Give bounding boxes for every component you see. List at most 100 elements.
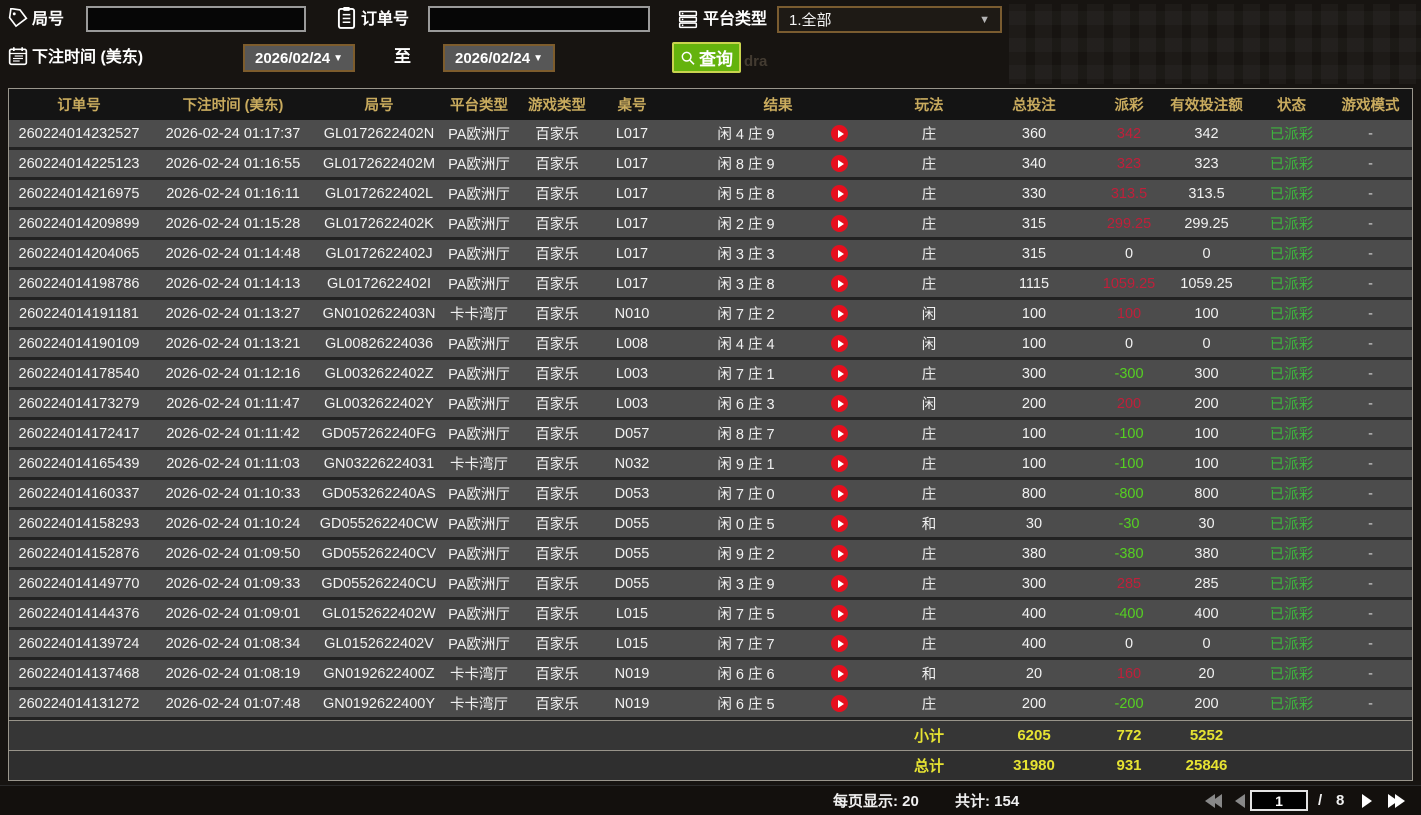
last-page-button[interactable]: [1388, 786, 1405, 815]
play-video-icon[interactable]: [831, 455, 848, 472]
cell-table-no: D055: [614, 545, 650, 562]
play-video-icon[interactable]: [831, 185, 848, 202]
cell-valid-bet: 342: [1194, 125, 1219, 142]
cell-play: 庄: [921, 367, 937, 383]
query-button-label: 查询: [699, 50, 733, 69]
table-row: 260224014160337 2026-02-24 01:10:33 GD05…: [9, 480, 1412, 510]
cell-platform: PA欧洲厅: [448, 577, 510, 593]
per-page-label: 每页显示: 20: [833, 793, 919, 810]
date-to-select[interactable]: 2026/02/24 ▼: [443, 44, 555, 72]
cell-platform: PA欧洲厅: [448, 397, 510, 413]
cell-status: 已派彩: [1269, 127, 1314, 143]
grand-total-label: 总计: [913, 758, 944, 775]
play-video-icon[interactable]: [831, 485, 848, 502]
play-triangle: [838, 279, 844, 288]
cell-valid-bet: 380: [1194, 545, 1219, 562]
col-header-play: 玩法: [914, 98, 944, 114]
date-from-value: 2026/02/24: [255, 49, 331, 67]
cell-bet-time: 2026-02-24 01:17:37: [165, 125, 301, 142]
cell-status: 已派彩: [1269, 667, 1314, 683]
play-video-icon[interactable]: [831, 215, 848, 232]
cell-payout: 323: [1116, 155, 1142, 172]
table-row: 260224014204065 2026-02-24 01:14:48 GL01…: [9, 240, 1412, 270]
cell-round-id: GL0032622402Z: [324, 365, 434, 382]
cell-play: 庄: [921, 487, 937, 503]
double-right-arrow-icon: [1395, 793, 1405, 808]
cell-order-id: 260224014190109: [18, 335, 140, 352]
col-header-game-type: 游戏类型: [528, 98, 586, 114]
subtotal-total-bet: 6205: [1017, 727, 1051, 744]
first-page-button[interactable]: [1205, 786, 1222, 815]
cell-payout: -400: [1114, 605, 1144, 622]
table-row: 260224014209899 2026-02-24 01:15:28 GL01…: [9, 210, 1412, 240]
cell-payout: 342: [1116, 125, 1142, 142]
order-filter-label: 订单号: [361, 11, 410, 28]
cell-round-id: GL0172622402K: [324, 215, 434, 232]
play-triangle: [838, 669, 844, 678]
play-video-icon[interactable]: [831, 515, 848, 532]
cell-total-bet: 400: [1021, 635, 1047, 652]
cell-valid-bet: 30: [1198, 515, 1215, 532]
cell-table-no: L015: [615, 635, 649, 652]
cell-order-id: 260224014191181: [19, 305, 139, 322]
play-video-icon[interactable]: [831, 695, 848, 712]
cell-platform: PA欧洲厅: [448, 547, 510, 563]
prev-page-button[interactable]: [1235, 786, 1245, 815]
cell-bet-time: 2026-02-24 01:10:33: [165, 485, 301, 502]
cell-platform: PA欧洲厅: [448, 187, 510, 203]
subtotal-row: 小计 6205 772 5252: [9, 720, 1412, 750]
cell-total-bet: 330: [1021, 185, 1047, 202]
cell-platform: PA欧洲厅: [448, 607, 510, 623]
play-video-icon[interactable]: [831, 365, 848, 382]
round-input[interactable]: [86, 6, 306, 32]
cell-valid-bet: 800: [1194, 485, 1219, 502]
date-from-select[interactable]: 2026/02/24 ▼: [243, 44, 355, 72]
play-video-icon[interactable]: [831, 635, 848, 652]
cell-bet-time: 2026-02-24 01:13:27: [165, 305, 301, 322]
play-video-icon[interactable]: [831, 605, 848, 622]
cell-total-bet: 340: [1021, 155, 1047, 172]
cell-platform: 卡卡湾厅: [450, 457, 508, 473]
cell-status: 已派彩: [1269, 487, 1314, 503]
play-triangle: [838, 639, 844, 648]
cell-result: 闲 2 庄 9: [667, 210, 889, 237]
cell-game-type: 百家乐: [535, 247, 579, 263]
play-video-icon[interactable]: [831, 155, 848, 172]
play-video-icon[interactable]: [831, 395, 848, 412]
tag-icon: [8, 7, 28, 28]
play-video-icon[interactable]: [831, 335, 848, 352]
play-video-icon[interactable]: [831, 275, 848, 292]
cell-valid-bet: 300: [1194, 365, 1219, 382]
play-video-icon[interactable]: [831, 545, 848, 562]
page-number-input[interactable]: [1250, 790, 1308, 811]
cell-result: 闲 7 庄 1: [667, 360, 889, 387]
col-header-table-no: 桌号: [617, 98, 647, 114]
cell-payout: 200: [1116, 395, 1142, 412]
cell-round-id: GL0152622402V: [324, 635, 434, 652]
play-triangle: [838, 699, 844, 708]
cell-total-bet: 300: [1021, 575, 1047, 592]
next-page-button[interactable]: [1362, 786, 1372, 815]
cell-round-id: GL0172622402L: [324, 185, 434, 202]
table-row: 260224014137468 2026-02-24 01:08:19 GN01…: [9, 660, 1412, 690]
cell-game-mode: -: [1368, 635, 1373, 652]
cell-play: 庄: [921, 637, 937, 653]
play-video-icon[interactable]: [831, 665, 848, 682]
cell-play: 庄: [921, 127, 937, 143]
play-video-icon[interactable]: [831, 575, 848, 592]
platform-select[interactable]: 1.全部 ▼: [777, 6, 1002, 33]
table-row: 260224014190109 2026-02-24 01:13:21 GL00…: [9, 330, 1412, 360]
play-video-icon[interactable]: [831, 245, 848, 262]
cell-payout: 0: [1124, 245, 1134, 262]
play-video-icon[interactable]: [831, 425, 848, 442]
play-triangle: [838, 549, 844, 558]
col-header-bet-time: 下注时间 (美东): [182, 98, 284, 114]
col-header-status: 状态: [1277, 98, 1306, 114]
order-input[interactable]: [428, 6, 650, 32]
play-video-icon[interactable]: [831, 125, 848, 142]
cell-payout: 160: [1116, 665, 1142, 682]
cell-bet-time: 2026-02-24 01:15:28: [165, 215, 301, 232]
play-video-icon[interactable]: [831, 305, 848, 322]
query-button[interactable]: 查询: [672, 42, 741, 73]
cell-table-no: D057: [614, 425, 650, 442]
